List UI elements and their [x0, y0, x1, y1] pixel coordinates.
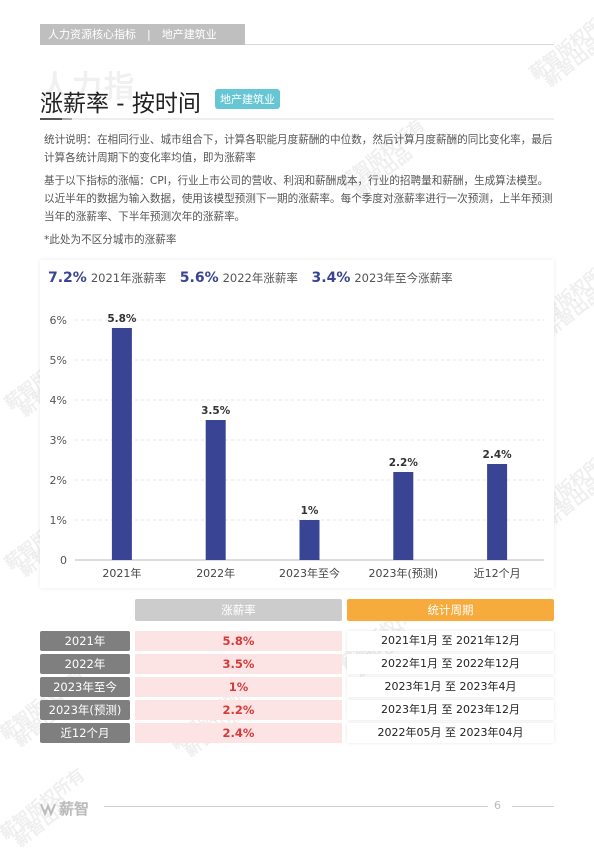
description-paragraph-1: 统计说明：在相同行业、城市组合下，计算各职能月度薪酬的中位数，然后计算月度薪酬的… — [44, 134, 553, 164]
footer-line-left — [104, 806, 488, 807]
table-row-period: 2023年1月 至 2023年12月 — [347, 700, 554, 720]
header-divider — [245, 44, 554, 45]
industry-tag: 地产建筑业 — [215, 89, 280, 109]
x-tick-label: 2023年(预测) — [369, 566, 439, 580]
table-row-rate: 5.8% — [135, 631, 342, 651]
bar — [487, 464, 508, 560]
data-label: 3.5% — [201, 405, 231, 417]
bar — [205, 420, 226, 560]
summary-label-2022: 2022年涨薪率 — [222, 271, 298, 285]
data-label: 5.8% — [107, 313, 137, 325]
table-header-period: 统计周期 — [347, 599, 554, 621]
chart-card: 7.2% 2021年涨薪率 5.6% 2022年涨薪率 3.4% 2023年至今涨薪率… — [40, 260, 554, 588]
x-tick-label: 2023年至今 — [279, 566, 340, 580]
table-row-rate: 1% — [135, 677, 342, 697]
x-tick-label: 近12个月 — [474, 567, 521, 580]
table-row-period: 2021年1月 至 2021年12月 — [347, 631, 554, 651]
bar — [393, 472, 414, 560]
data-label: 1% — [301, 505, 319, 517]
table-row-label: 2021年 — [40, 631, 130, 651]
table-row-rate: 2.4% — [135, 723, 342, 743]
y-tick-label: 3% — [50, 434, 67, 447]
logo-mark-icon — [40, 803, 56, 816]
summary-value-2023: 3.4% — [311, 270, 351, 286]
header-breadcrumb: 人力资源核心指标 | 地产建筑业 — [40, 24, 245, 45]
x-tick-label: 2021年 — [102, 566, 141, 580]
table-row-label: 2022年 — [40, 654, 130, 674]
title-rule — [40, 118, 554, 120]
table-row-period: 2022年1月 至 2022年12月 — [347, 654, 554, 674]
table-row-period: 2022年05月 至 2023年04月 — [347, 723, 554, 743]
page-number: 6 — [494, 799, 501, 812]
x-tick-label: 2022年 — [196, 566, 235, 580]
bar-chart: 0 1% 2% 3% 4% 5% 6% 5.8% 2021年 3.5% 2022年 1% 2023年至今… — [50, 313, 544, 580]
summary-stats: 7.2% 2021年涨薪率 5.6% 2022年涨薪率 3.4% 2023年至今涨薪率 — [48, 270, 463, 286]
description-note: *此处为不区分城市的涨薪率 — [44, 234, 177, 246]
bar — [111, 328, 132, 560]
y-tick-label: 2% — [50, 474, 67, 487]
data-label: 2.4% — [483, 449, 513, 461]
table-row-label: 2023年(预测) — [40, 700, 130, 720]
footer-logo-text: 薪智 — [59, 800, 90, 818]
y-tick-label: 1% — [50, 514, 67, 527]
table-header-rate: 涨薪率 — [135, 599, 342, 621]
summary-value-2022: 5.6% — [179, 270, 219, 286]
table-row-label: 近12个月 — [40, 723, 130, 743]
y-tick-label: 0 — [60, 554, 67, 567]
y-tick-label: 4% — [50, 394, 67, 407]
footer-logo: 薪智 — [40, 798, 89, 819]
summary-value-2021: 7.2% — [48, 270, 87, 286]
summary-label-2023: 2023年至今涨薪率 — [354, 271, 453, 285]
ghost-heading: 人力指 — [40, 70, 136, 105]
y-tick-label: 5% — [50, 354, 67, 367]
table-row-rate: 2.2% — [135, 700, 342, 720]
bar — [299, 520, 320, 560]
summary-label-2021: 2021年涨薪率 — [90, 271, 167, 285]
table-row-label: 2023年至今 — [40, 677, 130, 697]
page-title: 涨薪率 - 按时间 — [40, 91, 201, 117]
y-tick-label: 6% — [50, 314, 67, 327]
table-row-period: 2023年1月 至 2023年4月 — [347, 677, 554, 697]
data-label: 2.2% — [389, 457, 419, 469]
table-row-rate: 3.5% — [135, 654, 342, 674]
footer-line-right — [512, 806, 554, 807]
description-paragraph-2: 基于以下指标的涨幅：CPI，行业上市公司的营收、利润和薪酬成本，行业的招聘量和薪… — [44, 175, 553, 223]
